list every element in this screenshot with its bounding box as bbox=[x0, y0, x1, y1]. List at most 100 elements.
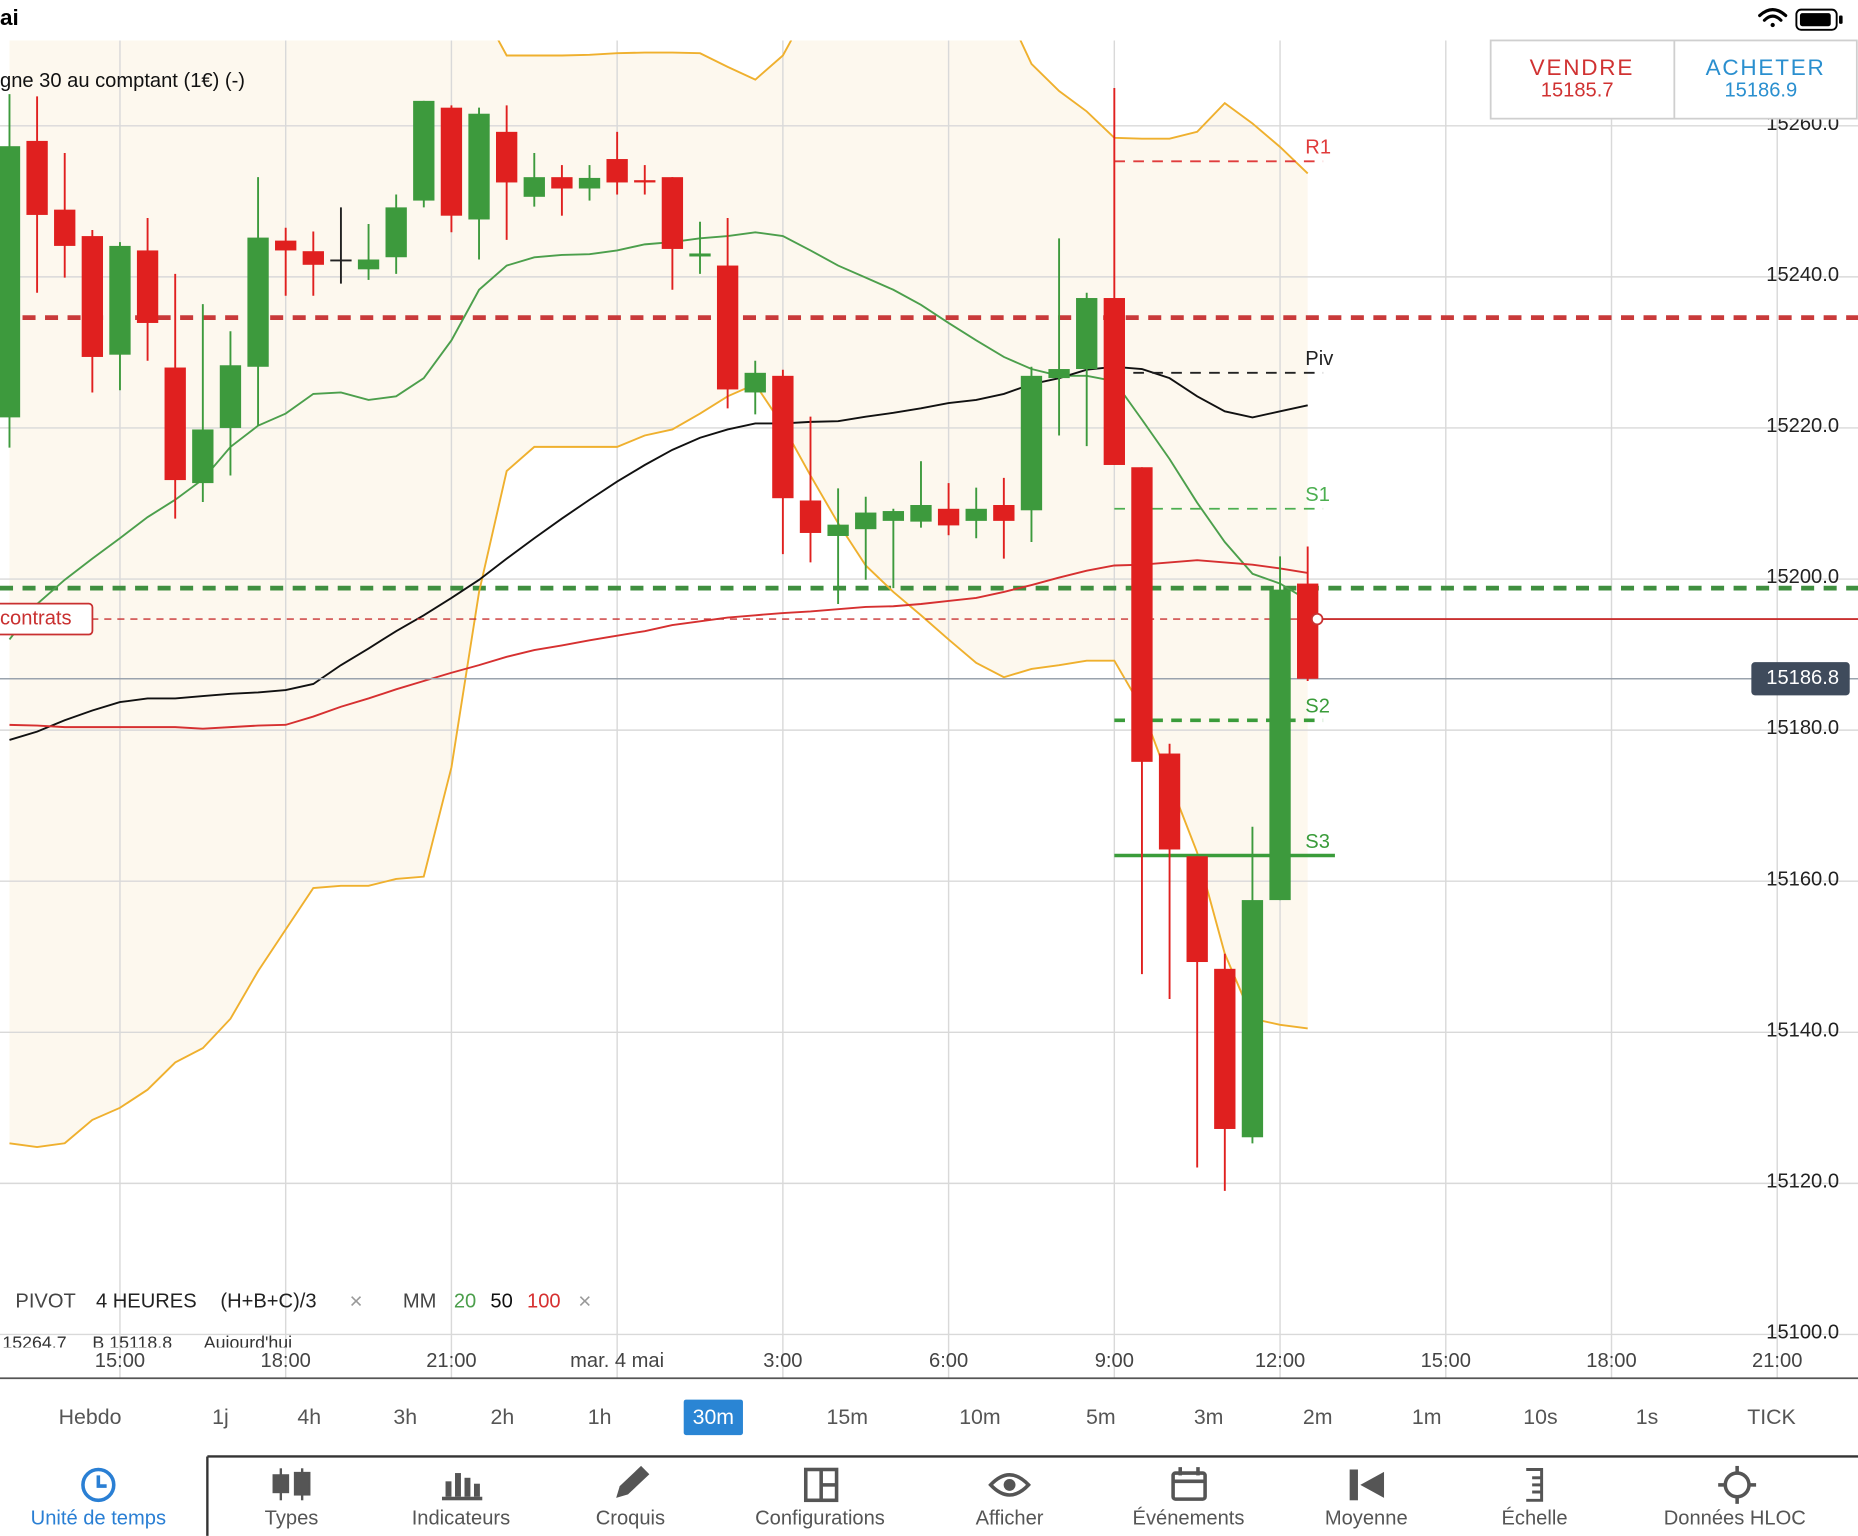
candle-body bbox=[993, 505, 1015, 521]
candle-body bbox=[413, 100, 435, 201]
x-tick-label: 21:00 bbox=[426, 1350, 476, 1372]
candle-body bbox=[910, 505, 932, 522]
candle-body bbox=[578, 177, 601, 189]
timeframe-option[interactable]: 10m bbox=[959, 1405, 1000, 1429]
x-tick-label: 21:00 bbox=[1752, 1350, 1802, 1372]
legend-entry[interactable]: 100 bbox=[527, 1291, 561, 1313]
timeframe-option[interactable]: 2h bbox=[491, 1405, 515, 1429]
pivot-values-row: 15264.7 B 15118.8 Aujourd'hui bbox=[2, 1333, 292, 1353]
candle-body bbox=[495, 131, 518, 183]
overlay: R1PivS1S2S3contrats15260.015240.015220.0… bbox=[0, 113, 1850, 1344]
y-tick-label: 15100.0 bbox=[1766, 1322, 1839, 1344]
chart-title: gne 30 au comptant (1€) (-) bbox=[0, 70, 245, 92]
current-price-label: 15186.8 bbox=[1766, 667, 1839, 689]
x-tick-label: 12:00 bbox=[1255, 1350, 1305, 1372]
pivot-level-label: Piv bbox=[1305, 348, 1333, 370]
x-tick-label: 3:00 bbox=[763, 1350, 802, 1372]
legend-ma-close[interactable]: × bbox=[578, 1288, 591, 1313]
candle-body bbox=[523, 177, 545, 197]
legend-close[interactable]: × bbox=[350, 1288, 363, 1313]
x-tick-label: 9:00 bbox=[1095, 1350, 1134, 1372]
timeframe-option[interactable]: 15m bbox=[827, 1405, 868, 1429]
legend-entry[interactable]: 50 bbox=[490, 1291, 512, 1313]
sell-price: 15185.7 bbox=[1541, 80, 1614, 102]
pivot-value: Aujourd'hui bbox=[204, 1333, 292, 1353]
candle-body bbox=[937, 508, 960, 526]
timeframe-option[interactable]: 1m bbox=[1412, 1405, 1442, 1429]
candle-body bbox=[882, 511, 905, 521]
pivot-level-label: S3 bbox=[1305, 831, 1330, 853]
candle-body bbox=[468, 113, 490, 220]
status-time: ai bbox=[0, 5, 19, 30]
toolbar-item[interactable]: Données HLOC bbox=[1664, 1508, 1806, 1530]
candle-body bbox=[551, 177, 573, 189]
y-tick-label: 15200.0 bbox=[1766, 566, 1839, 588]
candle-body bbox=[1186, 856, 1208, 963]
candle-body bbox=[1076, 298, 1098, 370]
bollinger-band bbox=[9, 383, 1308, 1149]
timeframe-option[interactable]: TICK bbox=[1747, 1405, 1796, 1429]
wifi-icon bbox=[1758, 8, 1788, 28]
timeframe-option[interactable]: Hebdo bbox=[59, 1405, 122, 1429]
legend-entry[interactable]: 20 bbox=[454, 1291, 476, 1313]
timeframe-option[interactable]: 1h bbox=[588, 1405, 612, 1429]
candle-body bbox=[1214, 968, 1236, 1129]
candle-body bbox=[330, 259, 352, 262]
candle-body bbox=[1020, 375, 1043, 511]
toolbar-item[interactable]: Indicateurs bbox=[412, 1508, 510, 1530]
icon-average bbox=[1349, 1469, 1385, 1501]
current-price-box bbox=[1751, 662, 1850, 696]
candle-body bbox=[164, 367, 186, 481]
candle-body bbox=[357, 259, 380, 270]
buy-button[interactable]: ACHETER bbox=[1706, 55, 1826, 80]
candle-body bbox=[1269, 589, 1291, 901]
toolbar-item[interactable]: Afficher bbox=[976, 1508, 1044, 1530]
timeframe-selected bbox=[683, 1399, 743, 1436]
y-tick-label: 15240.0 bbox=[1766, 264, 1839, 286]
y-tick-label: 15120.0 bbox=[1766, 1170, 1839, 1192]
timeframe-option[interactable]: 3m bbox=[1194, 1405, 1224, 1429]
toolbar-item[interactable]: Croquis bbox=[596, 1508, 665, 1530]
toolbar-item[interactable]: Échelle bbox=[1502, 1507, 1568, 1530]
candle-body bbox=[136, 250, 159, 323]
toolbar-item[interactable]: Types bbox=[265, 1508, 319, 1530]
position-marker bbox=[1310, 612, 1324, 626]
toolbar-item[interactable]: Moyenne bbox=[1325, 1508, 1408, 1530]
timeframe-option[interactable]: 2m bbox=[1303, 1405, 1333, 1429]
candle-body bbox=[661, 177, 684, 249]
timeframe-option[interactable]: 3h bbox=[393, 1405, 417, 1429]
legend-formula: (H+B+C)/3 bbox=[220, 1291, 316, 1313]
candle-body bbox=[689, 253, 711, 257]
x-tick-label: 18:00 bbox=[1586, 1350, 1636, 1372]
candle-body bbox=[799, 500, 822, 533]
candle-body bbox=[965, 508, 987, 521]
candle-body bbox=[1048, 369, 1070, 379]
band-fill bbox=[9, 40, 1308, 1148]
toolbar-item[interactable]: Configurations bbox=[755, 1508, 885, 1530]
legend-period: 4 HEURES bbox=[96, 1291, 197, 1313]
timeframe-option[interactable]: 1j bbox=[212, 1405, 229, 1429]
timeframe-option[interactable]: 30m bbox=[693, 1405, 734, 1429]
x-tick-label: 6:00 bbox=[929, 1350, 968, 1372]
pivot-value: B 15118.8 bbox=[92, 1333, 172, 1353]
x-tick-label: 18:00 bbox=[261, 1350, 311, 1372]
timeframe-bar: Hebdo 1j 4h 3h 2h 1h 30m 15m 10m 5m 3m 2m 1m 10s 1s TIC… bbox=[59, 1399, 1796, 1436]
moving-average bbox=[9, 559, 1308, 730]
pivot-value: 15264.7 bbox=[2, 1333, 66, 1353]
candle-body bbox=[855, 512, 877, 530]
toolbar-item[interactable]: Unité de temps bbox=[31, 1508, 166, 1530]
timeframe-option[interactable]: 1s bbox=[1636, 1405, 1659, 1429]
sell-button[interactable]: VENDRE bbox=[1530, 55, 1634, 80]
toolbar-item[interactable]: Événements bbox=[1133, 1507, 1245, 1530]
icon-configurations bbox=[803, 1467, 839, 1503]
plot-area bbox=[0, 40, 1858, 1379]
timeframe-option[interactable]: 10s bbox=[1523, 1405, 1557, 1429]
timeframe-option[interactable]: 4h bbox=[297, 1405, 321, 1429]
y-tick-label: 15220.0 bbox=[1766, 415, 1839, 437]
candle-body bbox=[247, 237, 269, 367]
icon-eye bbox=[988, 1473, 1031, 1497]
candle-body bbox=[1241, 900, 1264, 1138]
x-tick-label: 15:00 bbox=[95, 1350, 145, 1372]
timeframe-option[interactable]: 5m bbox=[1086, 1405, 1116, 1429]
